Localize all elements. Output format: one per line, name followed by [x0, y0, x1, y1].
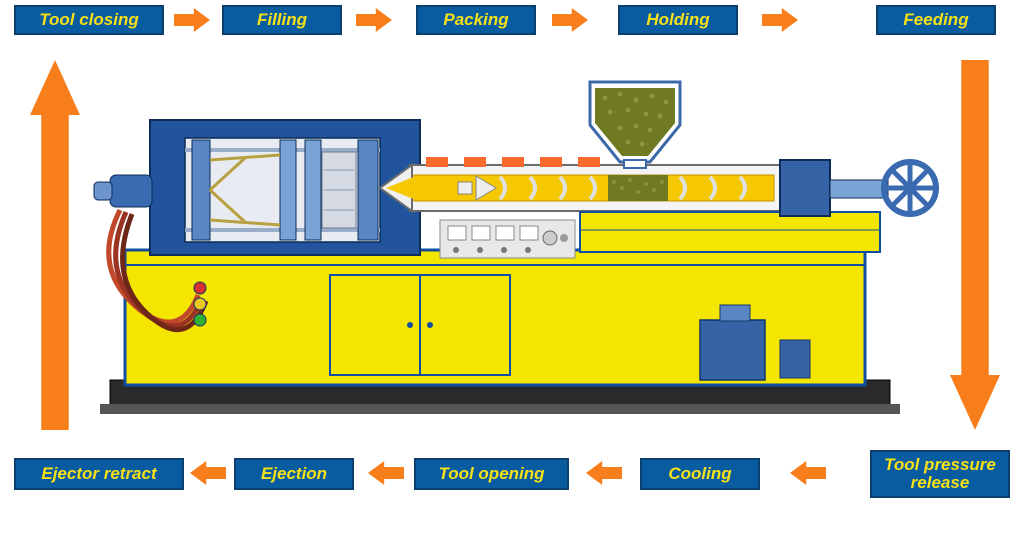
process-stage: Tool closing: [14, 5, 164, 35]
flow-arrow-right-icon: [762, 8, 798, 32]
flow-arrow-down: [950, 60, 1000, 435]
flow-arrow-up: [30, 60, 80, 435]
process-stage: Filling: [222, 5, 342, 35]
process-stage: Feeding: [876, 5, 996, 35]
process-stage: Tool opening: [414, 458, 569, 490]
process-stage: Tool pressure release: [870, 450, 1010, 498]
injection-molding-machine: [80, 70, 940, 430]
process-stage: Cooling: [640, 458, 760, 490]
process-stage: Packing: [416, 5, 536, 35]
process-stage: Holding: [618, 5, 738, 35]
flow-arrow-left-icon: [190, 461, 226, 485]
flow-arrow-right-icon: [552, 8, 588, 32]
process-stage: Ejection: [234, 458, 354, 490]
flow-arrow-left-icon: [790, 461, 826, 485]
flow-arrow-left-icon: [368, 461, 404, 485]
flow-arrow-left-icon: [586, 461, 622, 485]
flow-arrow-right-icon: [174, 8, 210, 32]
flow-arrow-right-icon: [356, 8, 392, 32]
process-stage: Ejector retract: [14, 458, 184, 490]
